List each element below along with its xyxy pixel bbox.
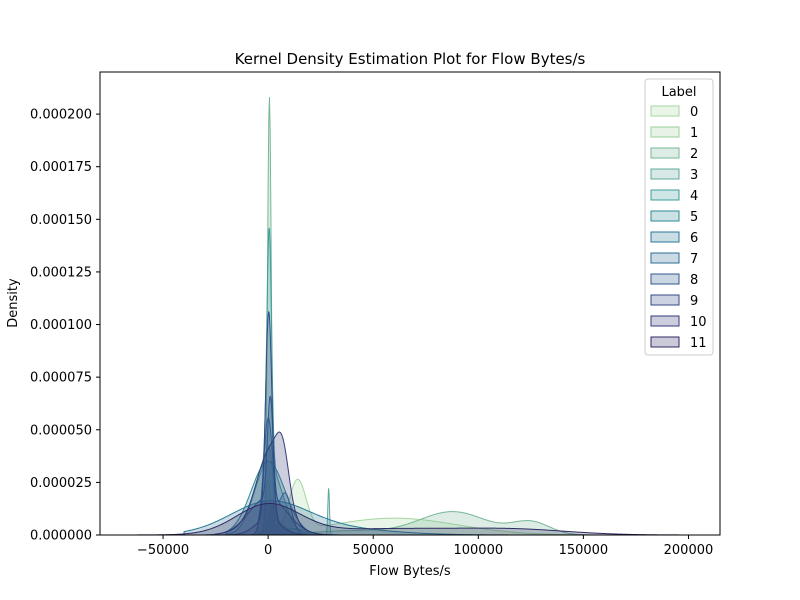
legend-label: 9 [690, 294, 698, 309]
legend-swatch-10 [650, 315, 680, 327]
y-tick-label: 0.000200 [30, 108, 92, 123]
legend-label: 7 [690, 252, 698, 267]
x-tick-label: −50000 [137, 543, 189, 558]
y-tick-label: 0.000125 [30, 265, 92, 280]
legend-swatch-2 [650, 147, 680, 159]
legend-label: 3 [690, 168, 698, 183]
legend-swatch-6 [650, 231, 680, 243]
chart-title: Kernel Density Estimation Plot for Flow … [235, 50, 586, 68]
x-tick-label: 100000 [453, 543, 503, 558]
y-axis-ticks: 0.000000 0.000025 0.000050 0.000075 0.000100… [30, 108, 100, 544]
density-curves [120, 97, 689, 535]
y-tick-label: 0.000175 [30, 160, 92, 175]
legend-label: 8 [690, 273, 698, 288]
legend-label: 0 [690, 105, 698, 120]
y-tick-label: 0.000075 [30, 371, 92, 386]
plot-frame [99, 71, 721, 536]
legend-swatch-11 [650, 336, 680, 348]
y-tick-label: 0.000050 [30, 423, 92, 438]
kde-area-label-2 [250, 97, 589, 535]
x-tick-label: 0 [264, 543, 272, 558]
kde-area-label-4 [225, 227, 353, 535]
legend-label: 4 [690, 189, 698, 204]
x-axis-ticks: −50000 0 50000 100000 150000 200000 [137, 535, 713, 558]
x-axis-label: Flow Bytes/s [369, 564, 451, 579]
x-tick-label: 50000 [353, 543, 394, 558]
legend: Label 0 1 2 3 4 5 6 7 8 9 10 11 [644, 78, 714, 356]
legend-swatch-9 [650, 294, 680, 306]
legend-label: 6 [690, 231, 698, 246]
y-tick-label: 0.000150 [30, 213, 92, 228]
legend-label: 10 [690, 315, 707, 330]
legend-swatch-4 [650, 189, 680, 201]
y-tick-label: 0.000100 [30, 318, 92, 333]
legend-label: 1 [690, 126, 698, 141]
legend-label: 11 [690, 336, 707, 351]
y-axis-label: Density [6, 278, 21, 328]
legend-swatch-5 [650, 210, 680, 222]
legend-label: 2 [690, 147, 698, 162]
legend-label: 5 [690, 210, 698, 225]
y-tick-label: 0.000000 [30, 529, 92, 544]
legend-swatch-1 [650, 126, 680, 138]
x-tick-label: 150000 [559, 543, 609, 558]
legend-title: Label [661, 85, 696, 100]
legend-swatch-0 [650, 105, 680, 117]
x-tick-label: 200000 [664, 543, 714, 558]
y-tick-label: 0.000025 [30, 476, 92, 491]
legend-swatch-8 [650, 273, 680, 285]
kde-area-label-0 [257, 478, 595, 535]
kde-area-label-11 [120, 502, 689, 535]
legend-swatch-7 [650, 252, 680, 264]
legend-swatch-3 [650, 168, 680, 180]
kde-area-label-10 [215, 431, 343, 535]
